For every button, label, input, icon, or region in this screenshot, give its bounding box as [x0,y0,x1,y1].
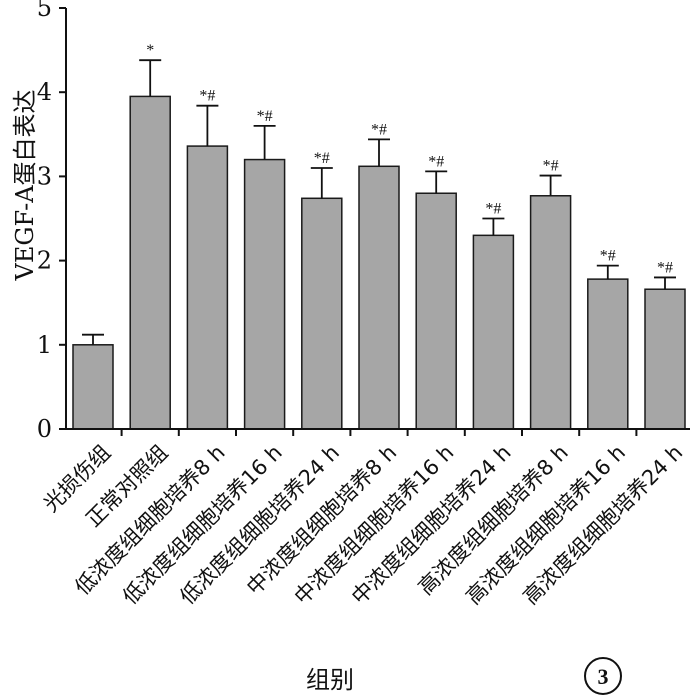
significance-mark: *# [657,259,673,276]
panel-label-circle [584,657,622,695]
bar [472,234,515,430]
y-tick-label: 2 [37,247,52,275]
significance-mark: *# [199,88,215,105]
panel-label-text: 3 [598,664,609,689]
bar [243,158,286,430]
bar [186,145,229,430]
bar [358,165,400,430]
y-axis-label: VEGF-A蛋白表达 [11,89,39,281]
significance-mark: *# [543,158,559,175]
y-tick-label: 5 [37,0,52,22]
y-tick-label: 4 [37,78,52,106]
bar [587,278,629,430]
y-tick-label: 0 [37,415,52,443]
significance-mark: *# [428,153,444,170]
significance-mark: * [146,42,154,59]
significance-layer: * *# *# *# *# *# *# *# *# *# [146,42,673,276]
bar [529,195,572,430]
y-tick-label: 3 [37,162,52,190]
significance-mark: *# [257,108,273,125]
significance-mark: *# [314,150,330,167]
y-tick-label: 1 [37,331,52,359]
error-bars-layer [82,59,676,345]
panel-label: 3 [584,657,622,695]
bar [415,192,457,430]
bar [644,288,686,430]
x-axis-label: 组别 [306,666,354,694]
bar [301,197,343,430]
significance-mark: *# [485,201,501,218]
bar [129,95,171,430]
bar [72,344,114,430]
significance-mark: *# [371,121,387,138]
axes-layer: 0 1 2 3 4 5 [37,0,690,443]
significance-mark: *# [600,248,616,265]
